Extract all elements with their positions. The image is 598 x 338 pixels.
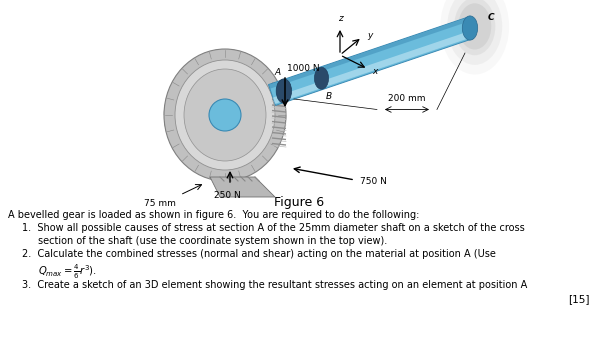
Text: Figure 6: Figure 6 bbox=[274, 196, 324, 209]
Wedge shape bbox=[200, 162, 212, 174]
Text: y: y bbox=[367, 30, 373, 40]
Polygon shape bbox=[273, 31, 473, 104]
Ellipse shape bbox=[440, 0, 509, 74]
Ellipse shape bbox=[209, 99, 241, 131]
Wedge shape bbox=[274, 99, 286, 110]
Text: B: B bbox=[325, 92, 332, 101]
Polygon shape bbox=[269, 18, 468, 89]
Text: 75 mm: 75 mm bbox=[144, 199, 176, 208]
Text: 750 N: 750 N bbox=[360, 177, 387, 187]
Text: C: C bbox=[488, 14, 495, 23]
Text: 200 mm: 200 mm bbox=[388, 95, 426, 103]
Ellipse shape bbox=[462, 16, 478, 40]
Wedge shape bbox=[261, 72, 274, 85]
Text: x: x bbox=[372, 67, 377, 75]
Wedge shape bbox=[209, 54, 219, 66]
Wedge shape bbox=[251, 62, 263, 75]
Text: $Q_{max}=\frac{4}{6}r^3$).: $Q_{max}=\frac{4}{6}r^3$). bbox=[38, 263, 97, 281]
Polygon shape bbox=[269, 18, 474, 105]
Wedge shape bbox=[275, 115, 286, 124]
Wedge shape bbox=[238, 56, 250, 68]
Text: 2.  Calculate the combined stresses (normal and shear) acting on the material at: 2. Calculate the combined stresses (norm… bbox=[22, 249, 496, 259]
Wedge shape bbox=[265, 141, 278, 153]
Wedge shape bbox=[182, 66, 195, 79]
Ellipse shape bbox=[454, 0, 495, 55]
Wedge shape bbox=[271, 128, 284, 140]
Text: 1000 N: 1000 N bbox=[287, 64, 319, 73]
Ellipse shape bbox=[164, 49, 286, 181]
Wedge shape bbox=[269, 84, 282, 97]
Wedge shape bbox=[230, 164, 241, 176]
Wedge shape bbox=[176, 145, 189, 158]
Wedge shape bbox=[166, 90, 178, 102]
Ellipse shape bbox=[175, 60, 275, 170]
Text: [15]: [15] bbox=[569, 294, 590, 304]
Ellipse shape bbox=[447, 0, 502, 65]
Ellipse shape bbox=[458, 3, 491, 49]
Wedge shape bbox=[215, 165, 225, 176]
Wedge shape bbox=[187, 154, 200, 168]
Text: 3.  Create a sketch of an 3D element showing the resultant stresses acting on an: 3. Create a sketch of an 3D element show… bbox=[22, 280, 527, 290]
Wedge shape bbox=[225, 54, 234, 65]
Ellipse shape bbox=[315, 67, 329, 89]
Text: z: z bbox=[338, 14, 343, 23]
Wedge shape bbox=[172, 77, 185, 90]
Polygon shape bbox=[210, 177, 275, 197]
Wedge shape bbox=[194, 58, 207, 71]
Wedge shape bbox=[243, 159, 255, 172]
Ellipse shape bbox=[276, 79, 292, 103]
Wedge shape bbox=[168, 133, 181, 145]
Text: A: A bbox=[275, 68, 281, 77]
Wedge shape bbox=[255, 151, 268, 164]
Wedge shape bbox=[164, 120, 176, 131]
Ellipse shape bbox=[184, 69, 266, 161]
Text: 1.  Show all possible causes of stress at section A of the 25mm diameter shaft o: 1. Show all possible causes of stress at… bbox=[22, 223, 525, 233]
Text: A bevelled gear is loaded as shown in figure 6.  You are required to do the foll: A bevelled gear is loaded as shown in fi… bbox=[8, 210, 419, 220]
Text: 250 N: 250 N bbox=[213, 191, 240, 200]
Wedge shape bbox=[164, 105, 175, 115]
Text: section of the shaft (use the coordinate system shown in the top view).: section of the shaft (use the coordinate… bbox=[38, 236, 388, 246]
